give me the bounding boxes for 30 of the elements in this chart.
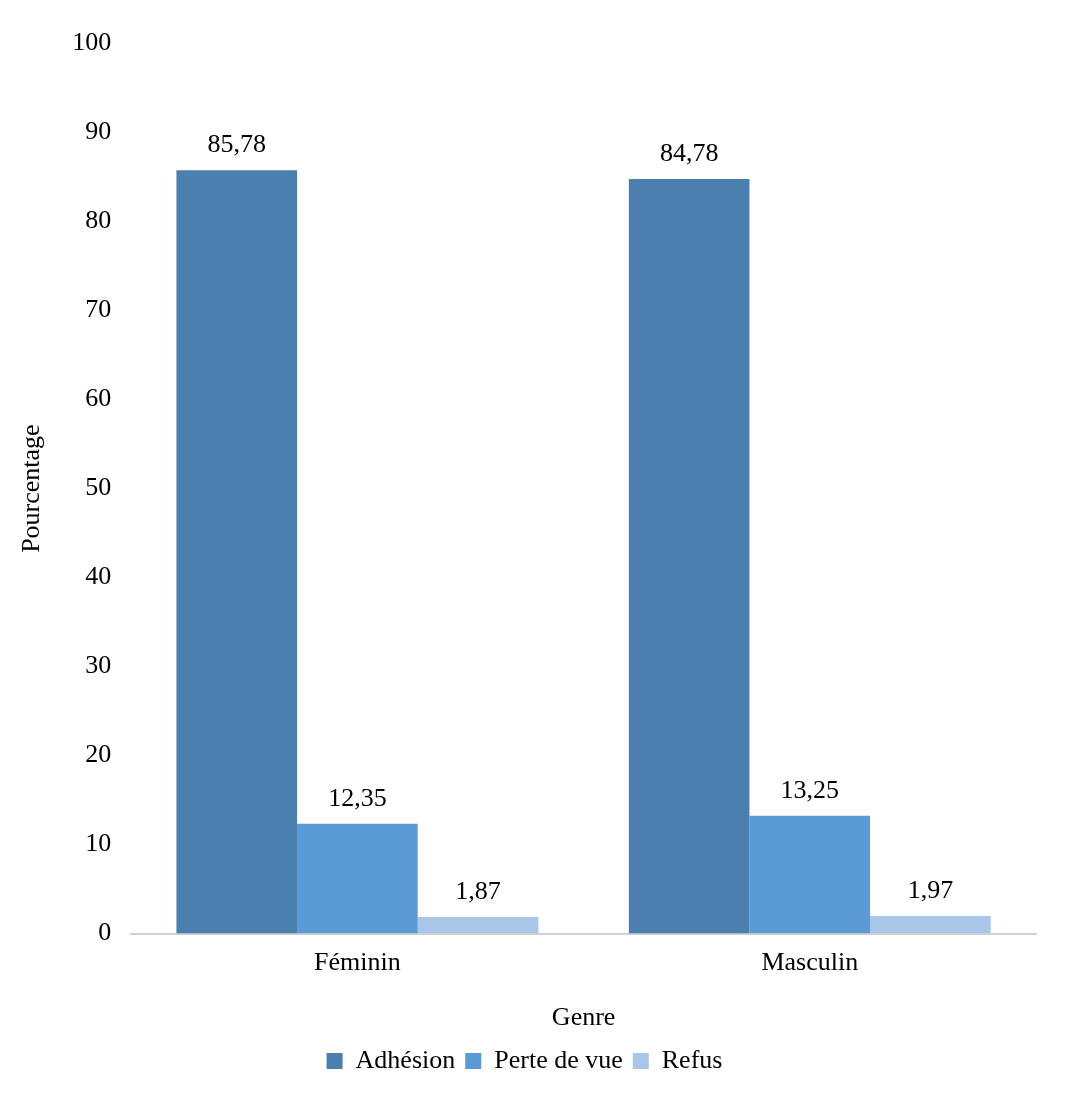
- y-tick-label: 40: [85, 561, 112, 591]
- data-label: 84,78: [659, 137, 719, 167]
- bar: [749, 815, 871, 934]
- y-tick-label: 0: [98, 917, 112, 947]
- legend-label: Adhésion: [355, 1044, 456, 1074]
- x-tick-label: Féminin: [314, 947, 401, 977]
- y-tick-label: 20: [85, 739, 112, 769]
- data-label: 12,35: [328, 782, 387, 812]
- y-tick-label: 50: [85, 472, 112, 502]
- y-axis-title: Pourcentage: [16, 424, 46, 553]
- y-tick-label: 60: [85, 383, 112, 413]
- data-label: 13,25: [780, 774, 840, 804]
- bar: [628, 179, 750, 934]
- data-label: 1,97: [907, 874, 954, 904]
- x-axis-title: Genre: [551, 1002, 616, 1032]
- bar: [176, 170, 298, 934]
- bar: [417, 916, 539, 934]
- data-label: 85,78: [207, 128, 267, 158]
- y-tick-label: 30: [85, 650, 112, 680]
- legend-label: Perte de vue: [494, 1044, 623, 1074]
- y-tick-label: 90: [85, 116, 112, 146]
- y-tick-label: 10: [85, 828, 112, 858]
- data-label: 1,87: [455, 875, 501, 905]
- y-tick-label: 100: [72, 27, 112, 57]
- y-tick-label: 80: [85, 205, 112, 235]
- bar: [870, 916, 991, 934]
- legend-label: Refus: [661, 1044, 723, 1074]
- bar: [297, 823, 418, 934]
- x-tick-label: Masculin: [761, 947, 859, 977]
- y-tick-label: 70: [85, 294, 112, 324]
